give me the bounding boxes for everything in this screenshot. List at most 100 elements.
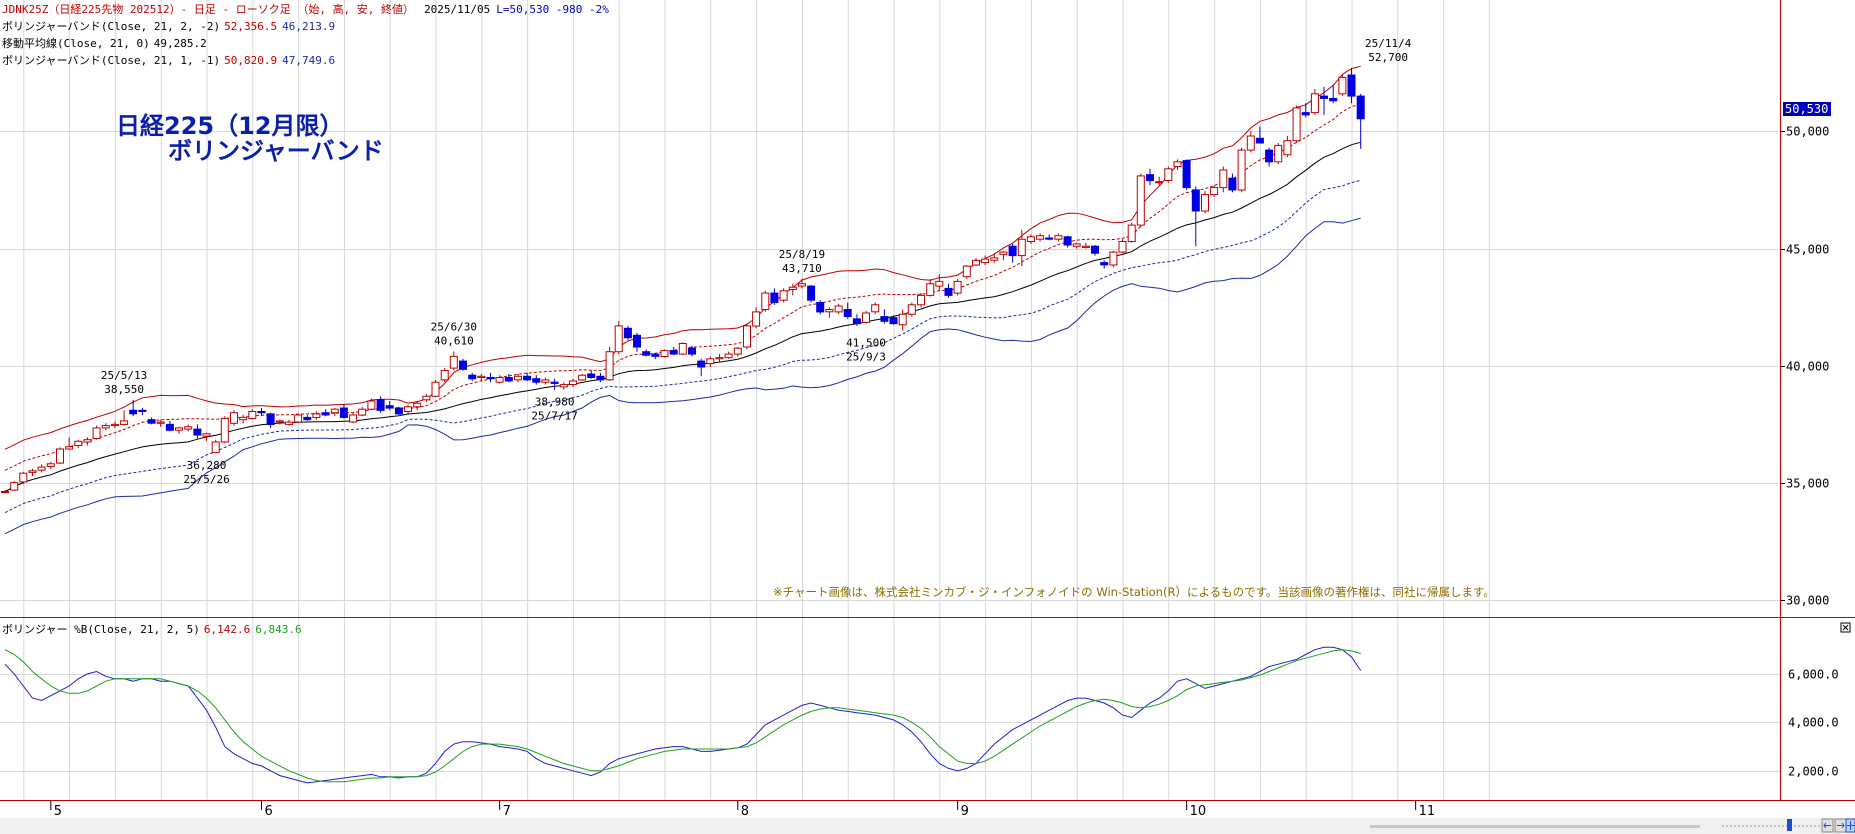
- candle: [321, 409, 330, 417]
- candle-body: [1274, 144, 1283, 163]
- candle-body: [944, 287, 953, 296]
- header-ma-value: 49,285.2: [154, 37, 207, 50]
- candle: [926, 279, 935, 297]
- candle-body: [504, 377, 513, 382]
- candle: [898, 309, 907, 331]
- candle-body: [138, 409, 147, 412]
- candle: [1164, 166, 1173, 183]
- candle-body: [175, 427, 183, 431]
- candle-body: [614, 325, 623, 353]
- candle-body: [275, 420, 284, 423]
- candle: [37, 464, 46, 473]
- candle: [724, 351, 733, 359]
- candle-body: [46, 463, 55, 468]
- candle-body: [1237, 149, 1246, 191]
- candle: [385, 401, 394, 411]
- candle: [1063, 235, 1072, 248]
- candle-body: [578, 374, 587, 381]
- candle: [1201, 191, 1209, 214]
- header-date: 2025/11/05: [424, 3, 490, 16]
- annotation-value: 38,980: [535, 396, 575, 409]
- candle: [1136, 173, 1145, 228]
- candle: [65, 437, 74, 451]
- scrollbar-thumb[interactable]: [1370, 825, 1700, 828]
- candle-body: [285, 421, 293, 425]
- candle: [257, 408, 266, 417]
- candle: [1292, 105, 1301, 143]
- candle: [367, 398, 376, 411]
- candle-body: [110, 423, 119, 427]
- annotation-value: 52,700: [1368, 51, 1408, 64]
- zoom-slider[interactable]: [1722, 819, 1820, 831]
- annotation-value: 36,280: [187, 459, 227, 472]
- candle: [1347, 68, 1356, 104]
- last-price-badge-bg: [1783, 102, 1831, 116]
- candle-body: [1265, 149, 1274, 163]
- candle-body: [935, 280, 944, 287]
- candle-body: [1081, 245, 1090, 248]
- candle: [504, 374, 513, 383]
- candle-body: [1054, 235, 1063, 240]
- annotation-value: 38,550: [104, 383, 144, 396]
- candle: [56, 447, 64, 465]
- candle: [83, 437, 92, 446]
- candle: [660, 349, 669, 358]
- candle-body: [1320, 95, 1328, 99]
- scroll-right-icon[interactable]: [1834, 818, 1847, 833]
- candle-body: [230, 412, 238, 424]
- candle-body: [1072, 243, 1081, 247]
- candle: [376, 396, 385, 413]
- candle-body: [733, 347, 742, 355]
- candle: [1081, 242, 1090, 249]
- candle: [1274, 143, 1283, 165]
- candle: [1255, 126, 1264, 144]
- candle-body: [486, 377, 495, 380]
- candle: [807, 284, 816, 303]
- month-label: 11: [1419, 804, 1436, 819]
- candle: [394, 406, 403, 415]
- candle-body: [321, 412, 330, 416]
- bollinger-bands: [4, 65, 1361, 535]
- annotation-date: 25/8/19: [779, 248, 825, 261]
- candle: [1356, 93, 1365, 149]
- candle: [761, 290, 770, 312]
- candle: [449, 351, 458, 371]
- candle-body: [972, 259, 980, 266]
- candle-body: [156, 421, 165, 424]
- candle-body: [532, 378, 541, 383]
- candle: [1091, 245, 1099, 256]
- candle-body: [440, 370, 449, 381]
- candle: [239, 415, 248, 424]
- annotation-value: 40,610: [434, 334, 474, 347]
- candle: [907, 302, 916, 317]
- candle-body: [37, 466, 46, 471]
- candle: [880, 309, 889, 324]
- candle: [752, 307, 761, 329]
- close-panel-icon[interactable]: [1840, 622, 1851, 633]
- month-label: 5: [54, 804, 62, 819]
- candle: [486, 372, 495, 383]
- scrollbar-track[interactable]: [0, 818, 1855, 834]
- candle-body: [898, 313, 907, 326]
- candle-body: [1292, 107, 1301, 142]
- candle: [578, 374, 587, 381]
- candle: [220, 416, 229, 444]
- candle-body: [1173, 161, 1182, 168]
- candle: [129, 399, 138, 417]
- candle-body: [1255, 137, 1264, 144]
- candle-body: [953, 280, 962, 294]
- candle: [10, 481, 19, 491]
- zoom-fit-icon[interactable]: [1845, 818, 1855, 833]
- candle: [422, 393, 431, 403]
- candle-body: [129, 409, 138, 415]
- candle: [816, 300, 825, 315]
- candle-body: [413, 402, 422, 408]
- candle: [1320, 86, 1328, 115]
- candle: [1301, 103, 1310, 118]
- scroll-left-icon[interactable]: [1821, 818, 1834, 833]
- candle-body: [871, 304, 880, 313]
- candle: [1173, 159, 1182, 170]
- percent-b-line: [4, 646, 1362, 784]
